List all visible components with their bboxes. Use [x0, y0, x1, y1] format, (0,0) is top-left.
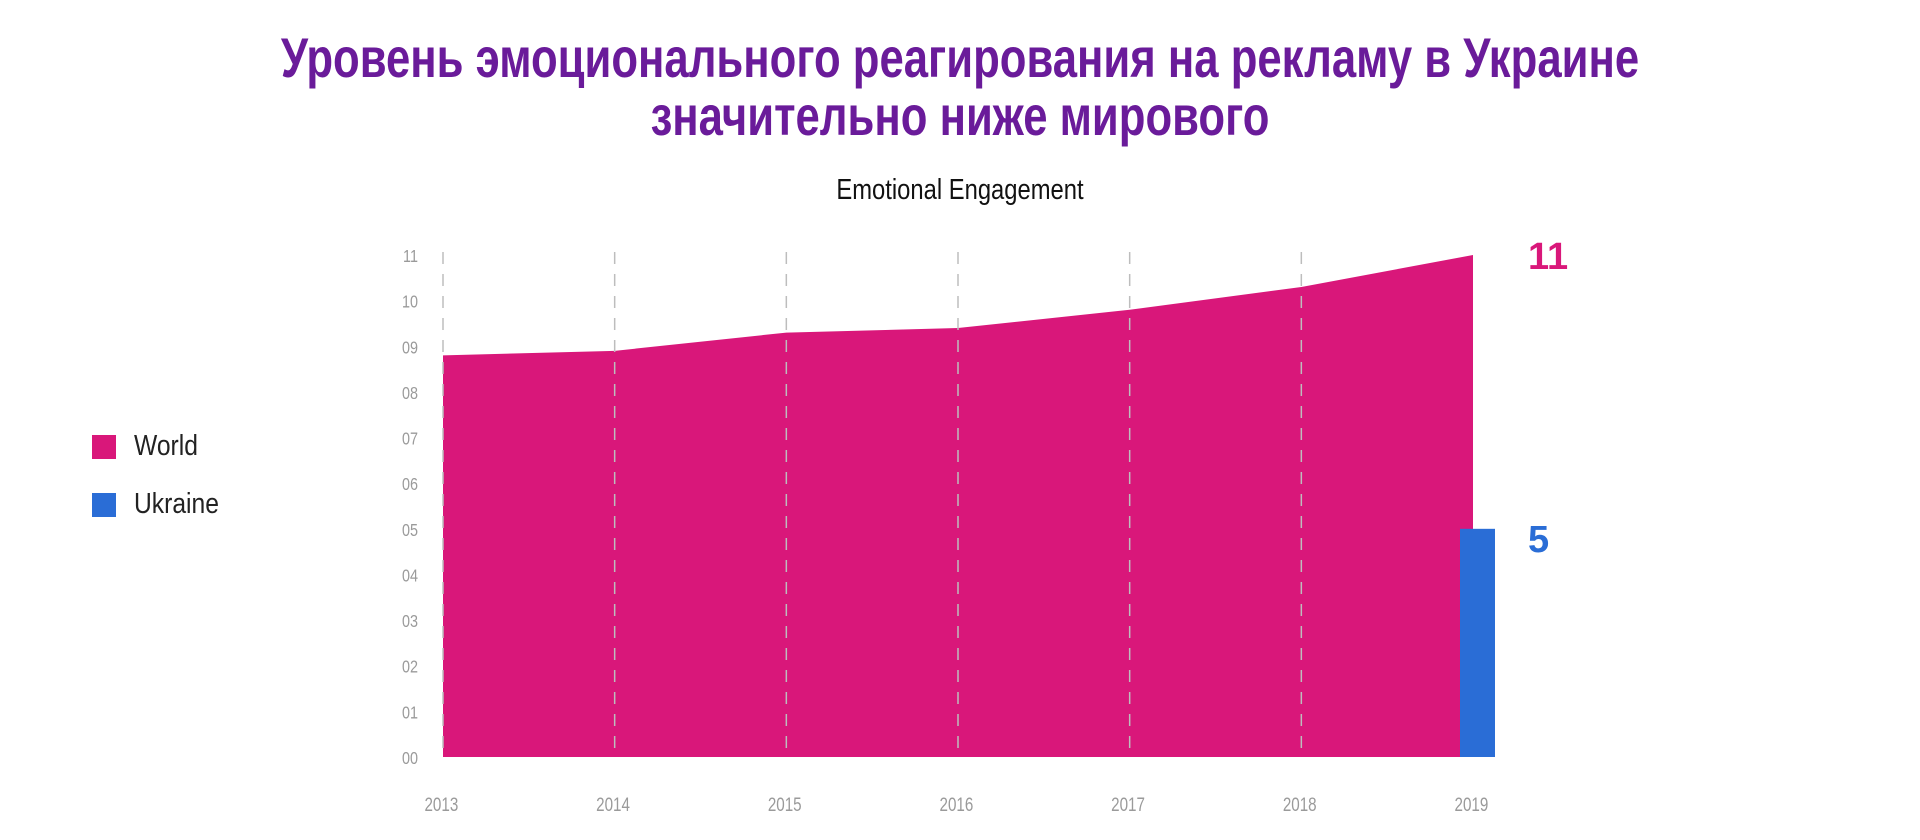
x-tick-label: 2013	[425, 793, 459, 815]
legend-swatch-ukraine	[92, 492, 116, 517]
x-tick-label: 2019	[1455, 793, 1489, 815]
y-tick-label: 02	[402, 657, 418, 677]
y-tick-label: 10	[402, 292, 418, 312]
x-tick-label: 2014	[596, 793, 630, 815]
y-tick-label: 11	[403, 247, 418, 267]
y-tick-label: 09	[402, 338, 418, 358]
ukraine-bar	[1460, 528, 1495, 757]
chart-subtitle: Emotional Engagement	[836, 174, 1084, 206]
y-tick-label: 05	[402, 520, 418, 540]
y-tick-label: 07	[402, 429, 418, 449]
legend-label-world: World	[134, 430, 198, 462]
legend-swatch-world	[92, 434, 116, 459]
legend-item-world: World	[92, 430, 209, 463]
y-tick-label: 01	[402, 703, 418, 723]
x-tick-label: 2015	[768, 793, 802, 815]
chart-title-line-2: значительно ниже мирового	[650, 84, 1270, 147]
y-tick-label: 06	[402, 475, 418, 495]
y-tick-label: 00	[402, 749, 418, 769]
y-tick-label: 04	[402, 566, 418, 586]
legend-label-ukraine: Ukraine	[134, 488, 219, 520]
x-tick-label: 2018	[1283, 793, 1317, 815]
x-tick-label: 2017	[1111, 793, 1145, 815]
chart-title-line-1: Уровень эмоционального реагирования на р…	[280, 26, 1640, 89]
y-tick-label: 03	[402, 612, 418, 632]
x-tick-label: 2016	[940, 793, 974, 815]
ukraine-value-label: 5	[1528, 519, 1549, 561]
legend-item-ukraine: Ukraine	[92, 488, 234, 521]
world-value-label: 11	[1528, 236, 1568, 278]
y-tick-label: 08	[402, 383, 418, 403]
